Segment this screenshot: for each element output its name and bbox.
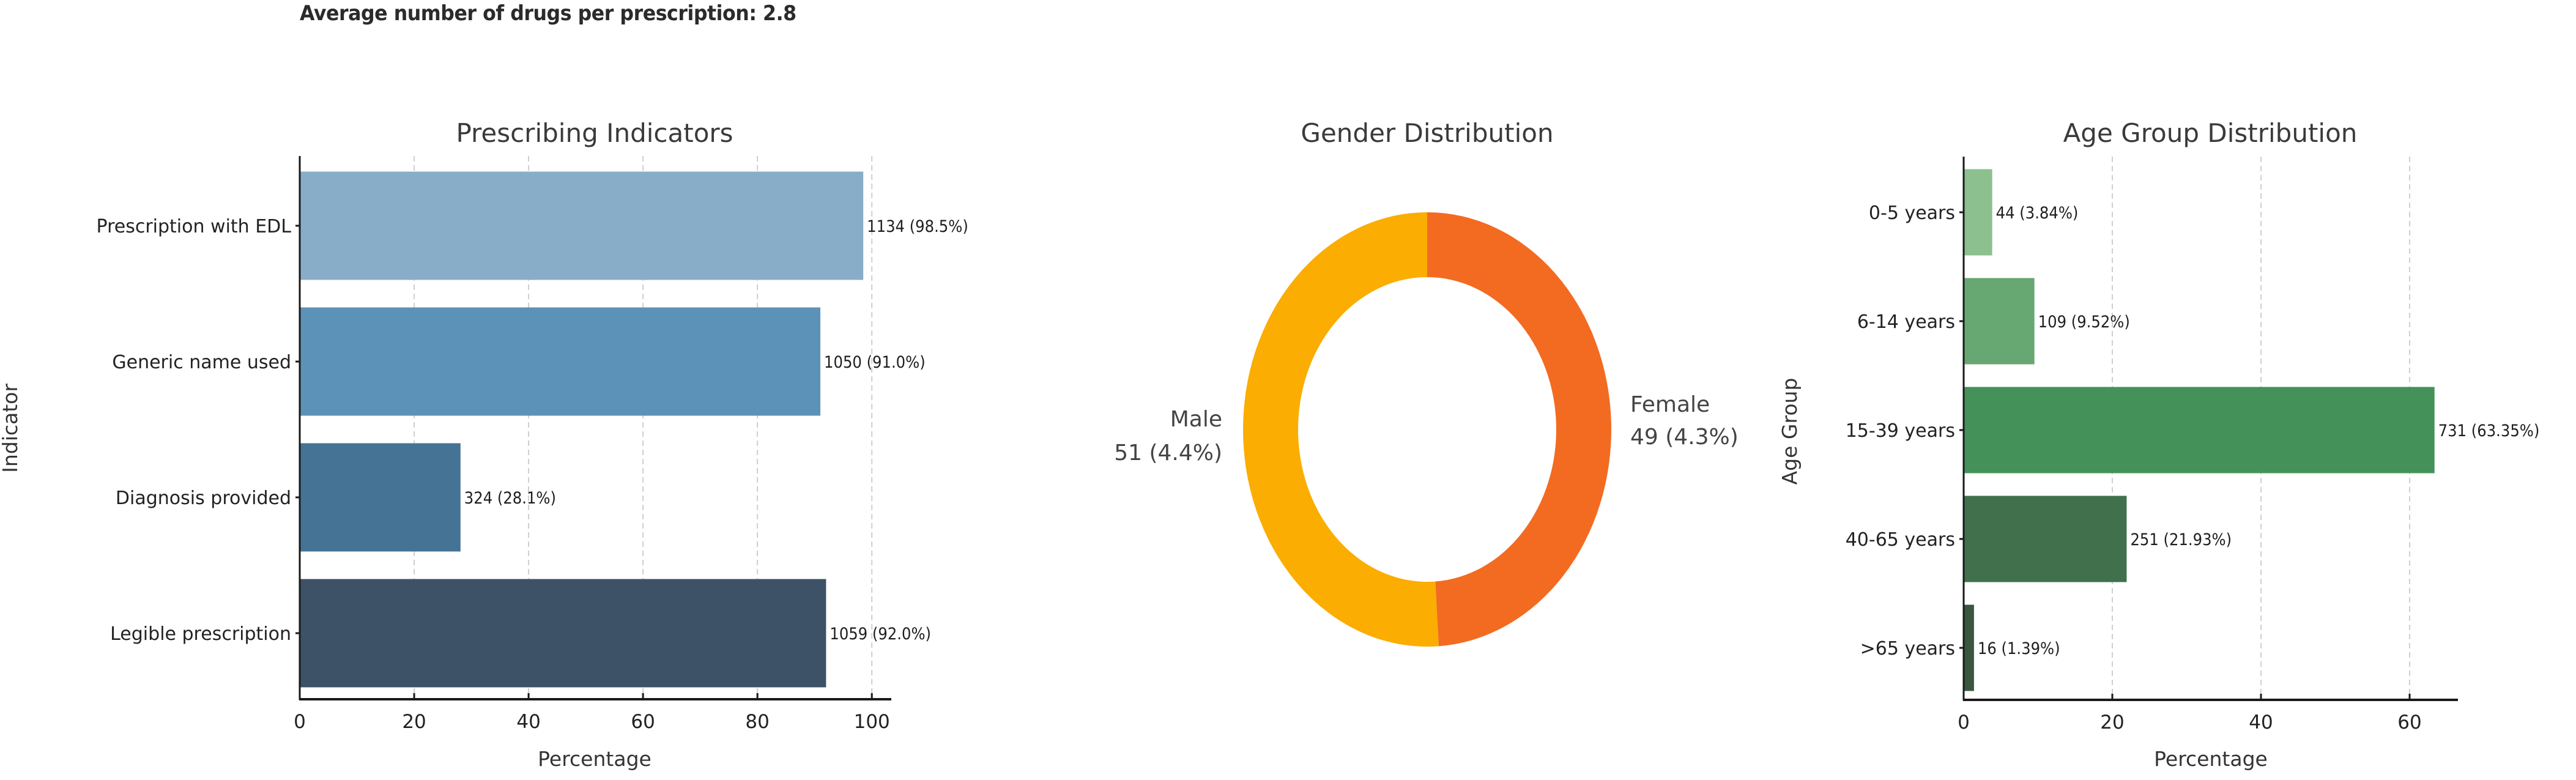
age-bar	[1964, 278, 2035, 365]
age-bar-value-label: 44 (3.84%)	[1996, 204, 2079, 223]
indicators-xtick-label: 60	[631, 711, 655, 733]
gender-title: Gender Distribution	[1301, 118, 1553, 148]
age-y-axis-label: Age Group	[1778, 378, 1802, 485]
age-category-label: 15-39 years	[1846, 420, 1955, 442]
age-category-label: 6-14 years	[1857, 311, 1955, 333]
indicators-xtick-label: 20	[402, 711, 426, 733]
indicators-title: Prescribing Indicators	[456, 118, 733, 148]
indicators-bar	[300, 171, 864, 280]
age-xtick-label: 20	[2100, 711, 2124, 734]
indicators-bar	[300, 443, 461, 552]
age-xtick-label: 40	[2249, 711, 2273, 734]
indicators-category-label: Legible prescription	[110, 623, 291, 645]
gender-label-female: Female	[1630, 392, 1710, 417]
indicators-xtick-label: 100	[854, 711, 890, 733]
indicators-bar-value-label: 1134 (98.5%)	[867, 217, 968, 237]
indicators-bar-value-label: 1050 (91.0%)	[824, 353, 926, 373]
gender-label-male: Male	[1170, 407, 1222, 432]
age-bar	[1964, 496, 2127, 582]
age-group-distribution-chart: Age Group Distribution 44 (3.84%) 0-5 year…	[1778, 118, 2539, 771]
age-bar	[1964, 604, 1974, 691]
indicators-bar	[300, 579, 826, 688]
indicators-xtick-label: 40	[516, 711, 540, 733]
indicators-bar-value-label: 1059 (92.0%)	[830, 625, 931, 644]
age-bar-value-label: 16 (1.39%)	[1978, 639, 2060, 659]
gender-slice-male	[1242, 212, 1439, 647]
age-category-label: 0-5 years	[1869, 202, 1955, 224]
indicators-bar	[300, 307, 821, 416]
gender-slice-female	[1427, 212, 1611, 647]
indicators-bar-value-label: 324 (28.1%)	[464, 489, 556, 508]
age-title: Age Group Distribution	[2063, 118, 2358, 148]
age-xtick-label: 60	[2397, 711, 2421, 734]
gender-distribution-chart: Gender Distribution Female 49 (4.3%) Male 51…	[1114, 118, 1739, 647]
indicators-xtick-label: 0	[294, 711, 306, 733]
age-bar-value-label: 251 (21.93%)	[2130, 530, 2232, 550]
summary-header: Average number of drugs per prescription…	[300, 1, 796, 26]
age-xtick-label: 0	[1958, 711, 1970, 734]
gender-value-female: 49 (4.3%)	[1630, 425, 1739, 450]
prescribing-indicators-chart: Prescribing Indicators 1134 (98.5%) Prescr…	[0, 118, 968, 771]
age-bar-value-label: 731 (63.35%)	[2438, 422, 2540, 441]
indicators-x-axis-label: Percentage	[538, 747, 651, 771]
indicators-xtick-label: 80	[745, 711, 769, 733]
age-category-label: 40-65 years	[1846, 529, 1955, 551]
indicators-y-axis-label: Indicator	[0, 384, 22, 473]
age-bar-value-label: 109 (9.52%)	[2038, 313, 2130, 332]
indicators-category-label: Generic name used	[112, 352, 291, 373]
gender-value-male: 51 (4.4%)	[1114, 440, 1222, 466]
age-category-label: >65 years	[1860, 638, 1955, 659]
indicators-category-label: Diagnosis provided	[116, 488, 291, 509]
age-bar	[1964, 169, 1992, 256]
age-bar	[1964, 387, 2435, 474]
indicators-category-label: Prescription with EDL	[97, 216, 292, 237]
age-x-axis-label: Percentage	[2154, 747, 2268, 771]
